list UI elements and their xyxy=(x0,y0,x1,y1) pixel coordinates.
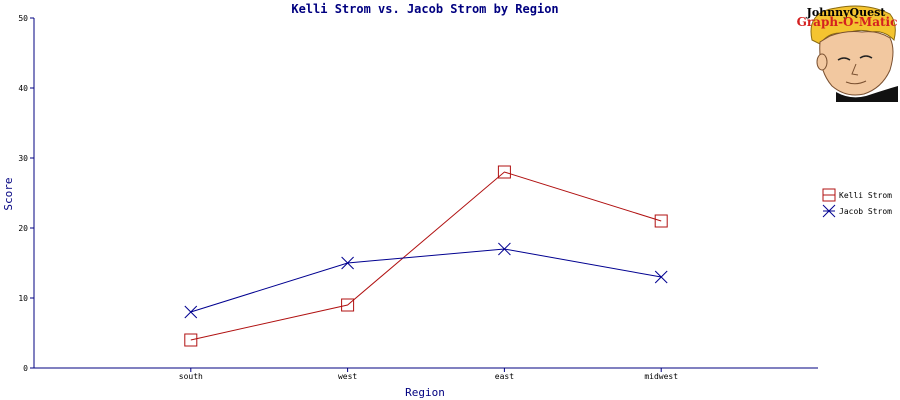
y-tick-label: 20 xyxy=(18,224,28,233)
johnnyquest-logo: JohnnyQuest Graph-O-Matic xyxy=(797,5,898,102)
data-point xyxy=(654,270,668,284)
logo-shirt xyxy=(836,86,898,102)
data-point xyxy=(184,305,198,319)
y-tick-label: 10 xyxy=(18,294,28,303)
series-line-1 xyxy=(190,248,662,313)
series-line-0 xyxy=(190,171,662,341)
legend: Kelli Strom Jacob Strom xyxy=(822,188,892,218)
series-layer xyxy=(184,165,668,347)
data-point xyxy=(341,256,354,270)
legend-label: Jacob Strom xyxy=(839,207,892,216)
y-tick-label: 0 xyxy=(23,364,28,373)
legend-marker xyxy=(822,204,836,218)
x-tick-label: west xyxy=(338,372,357,381)
data-point xyxy=(497,165,511,179)
x-tick-label: south xyxy=(179,372,203,381)
logo-eye-left xyxy=(837,57,851,61)
logo-mouth xyxy=(845,80,867,85)
legend-label: Kelli Strom xyxy=(839,191,892,200)
data-point xyxy=(498,242,511,256)
logo-eye-right xyxy=(859,55,873,59)
logo-title-line1: JohnnyQuest xyxy=(806,6,887,19)
logo-title-line2: Graph-O-Matic xyxy=(797,15,898,29)
x-axis-label: Region xyxy=(405,386,445,399)
y-tick-label: 30 xyxy=(18,154,28,163)
data-point xyxy=(184,333,198,347)
y-tick-label: 40 xyxy=(18,84,28,93)
data-point xyxy=(341,298,355,312)
x-tick-label: east xyxy=(495,372,514,381)
logo-nose xyxy=(851,63,859,76)
logo-ear xyxy=(816,53,828,71)
legend-marker xyxy=(822,188,836,202)
y-axis-label: Score xyxy=(2,177,15,210)
logo-face xyxy=(819,31,894,96)
chart-title: Kelli Strom vs. Jacob Strom by Region xyxy=(291,2,558,16)
axes: 0 10 20 30 40 50 south west east midwest xyxy=(18,14,818,381)
y-tick-label: 50 xyxy=(18,14,28,23)
data-point xyxy=(654,214,668,228)
x-tick-label: midwest xyxy=(644,372,678,381)
